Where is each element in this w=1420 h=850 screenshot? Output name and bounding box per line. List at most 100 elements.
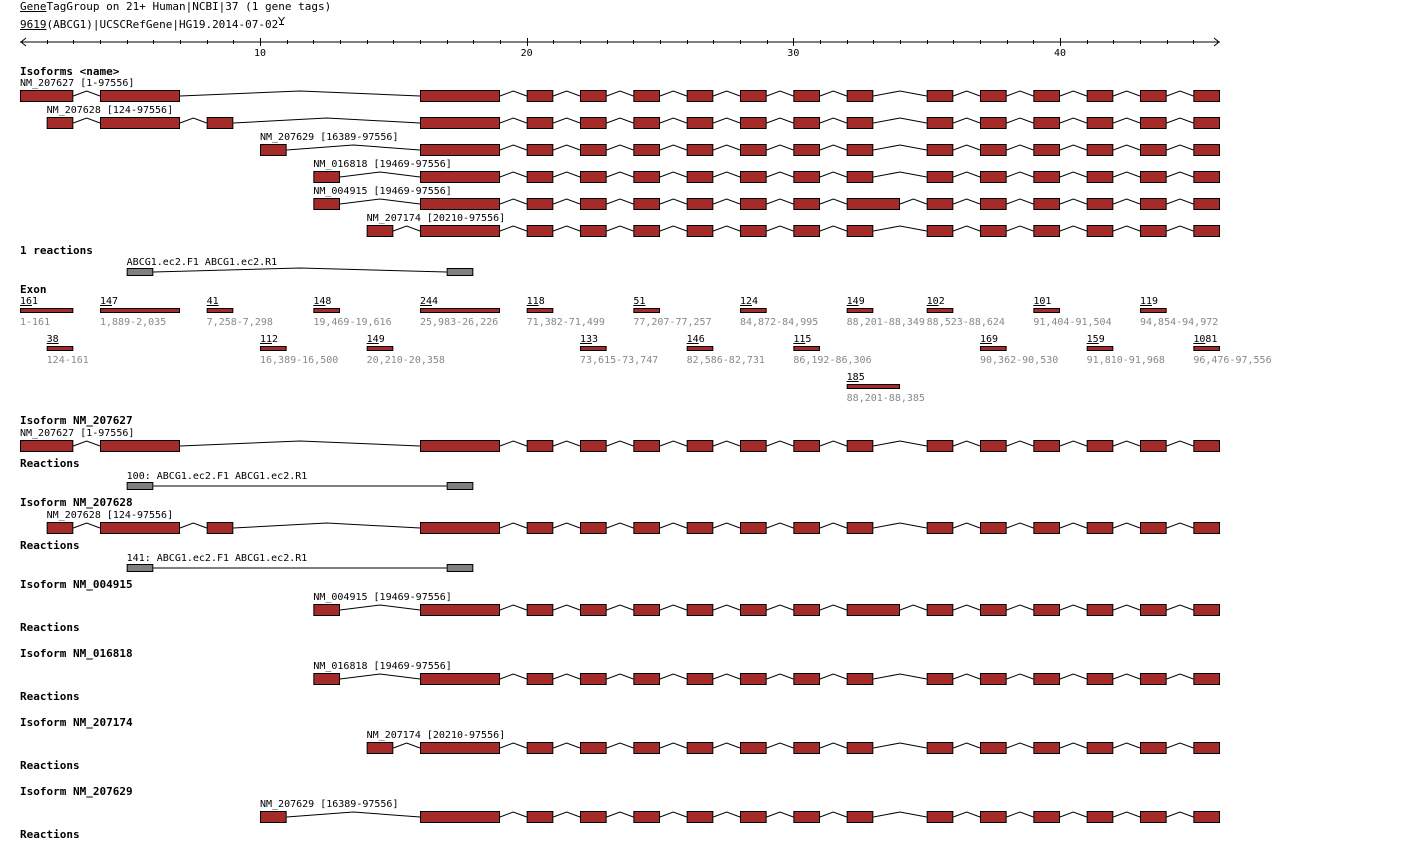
reaction-track: 141: ABCG1.ec2.F1 ABCG1.ec2.R1 — [126, 553, 474, 572]
intron-line — [766, 522, 794, 529]
intron-line — [1059, 811, 1087, 818]
exon-size: 149 — [847, 296, 865, 307]
intron-line — [953, 117, 981, 124]
exon-box — [100, 522, 180, 534]
exon-box — [580, 673, 607, 685]
intron-line — [1059, 171, 1087, 178]
intron-line — [819, 90, 847, 97]
exon-box — [580, 90, 607, 102]
exon-box — [980, 171, 1007, 183]
isoform-label: NM_207174 [20210-97556] — [367, 213, 505, 224]
exon-box — [1086, 117, 1114, 129]
intron-line — [819, 604, 847, 611]
exon-item: 124 84,872-84,995 — [740, 296, 818, 328]
isoform-section-heading: Isoform NM_207628 — [20, 496, 133, 509]
exon-box — [793, 117, 820, 129]
intron-line — [1059, 144, 1087, 151]
isoform-label: NM_207174 [20210-97556] — [367, 730, 505, 741]
intron-line — [953, 811, 981, 818]
exon-bar — [926, 308, 954, 313]
intron-line — [953, 225, 981, 232]
exon-box — [740, 90, 767, 102]
intron-line — [73, 522, 101, 529]
exon-size: 38 — [47, 334, 59, 345]
exon-box — [686, 90, 714, 102]
exon-item: 112 16,389-16,500 — [260, 334, 338, 366]
exon-box — [1193, 742, 1221, 754]
intron-line — [659, 198, 687, 205]
exon-item: 149 88,201-88,349 — [846, 296, 925, 328]
exon-item: 148 19,469-19,616 — [313, 296, 392, 328]
intron-line — [819, 440, 847, 447]
isoform-label: NM_016818 [19469-97556] — [313, 661, 451, 672]
exon-box — [1033, 90, 1061, 102]
intron-line — [1166, 144, 1194, 151]
reaction-track: 100: ABCG1.ec2.F1 ABCG1.ec2.R1 — [126, 471, 474, 490]
reactions-heading: 1 reactions — [20, 244, 93, 257]
exon-box — [1193, 440, 1221, 452]
intron-line — [1059, 742, 1087, 749]
intron-line — [713, 90, 741, 97]
exon-box — [580, 742, 607, 754]
gene-link[interactable]: Gene — [20, 0, 47, 13]
exon-range: 77,207-77,257 — [633, 317, 711, 328]
exon-range: 94,854-94,972 — [1140, 317, 1218, 328]
exon-box — [1193, 811, 1221, 823]
exon-box — [1140, 522, 1167, 534]
exon-range: 88,523-88,624 — [927, 317, 1005, 328]
intron-line — [819, 117, 847, 124]
exon-box — [1033, 522, 1061, 534]
exon-box — [580, 117, 607, 129]
exon-box — [580, 171, 607, 183]
isoform-label: NM_207627 [1-97556] — [20, 428, 134, 439]
intron-line — [339, 604, 421, 611]
exon-range: 88,201-88,349 — [847, 317, 925, 328]
intron-line — [659, 811, 687, 818]
filter-icon[interactable] — [278, 16, 286, 25]
intron-line — [953, 90, 981, 97]
exon-box — [420, 673, 500, 685]
exon-item: 147 1,889-2,035 — [100, 296, 180, 328]
intron-line — [1166, 171, 1194, 178]
exon-size: 119 — [1140, 296, 1158, 307]
ruler-label: 30 — [787, 48, 799, 59]
exon-box — [846, 198, 901, 210]
exon-box — [1033, 673, 1061, 685]
primer-box — [126, 564, 154, 572]
intron-line — [1113, 742, 1141, 749]
intron-line — [766, 117, 794, 124]
exon-box — [846, 90, 874, 102]
reaction-track: ABCG1.ec2.F1 ABCG1.ec2.R1 — [126, 257, 474, 276]
exon-box — [686, 742, 714, 754]
isoform-label: NM_207627 [1-97556] — [20, 78, 134, 89]
exon-box — [1086, 90, 1114, 102]
intron-line — [606, 90, 634, 97]
intron-line — [766, 171, 794, 178]
exon-bar — [846, 308, 874, 313]
exon-bar — [686, 346, 714, 351]
exon-box — [686, 673, 714, 685]
intron-line — [499, 440, 527, 447]
exon-box — [313, 604, 341, 616]
intron-line — [659, 117, 687, 124]
exon-box — [926, 198, 954, 210]
exon-box — [846, 811, 874, 823]
intron-line — [1059, 440, 1087, 447]
intron-line — [713, 742, 741, 749]
intron-line — [766, 144, 794, 151]
exon-box — [633, 604, 660, 616]
exon-box — [260, 144, 287, 156]
isoforms-heading: Isoforms <name> — [20, 65, 120, 78]
intron-line — [499, 522, 527, 529]
intron-line — [286, 144, 421, 151]
exon-box — [100, 90, 180, 102]
reactions-heading: Reactions — [20, 690, 80, 703]
exon-bar — [260, 346, 287, 351]
exon-box — [926, 673, 954, 685]
isoform-track-NM_207628: NM_207628 [124-97556] — [46, 510, 1221, 534]
isoform-label: NM_016818 [19469-97556] — [313, 159, 451, 170]
gene-id-link[interactable]: 9619 — [20, 18, 47, 31]
isoform-section-heading: Isoform NM_004915 — [20, 578, 133, 591]
intron-line — [393, 225, 421, 232]
exon-box — [793, 673, 820, 685]
